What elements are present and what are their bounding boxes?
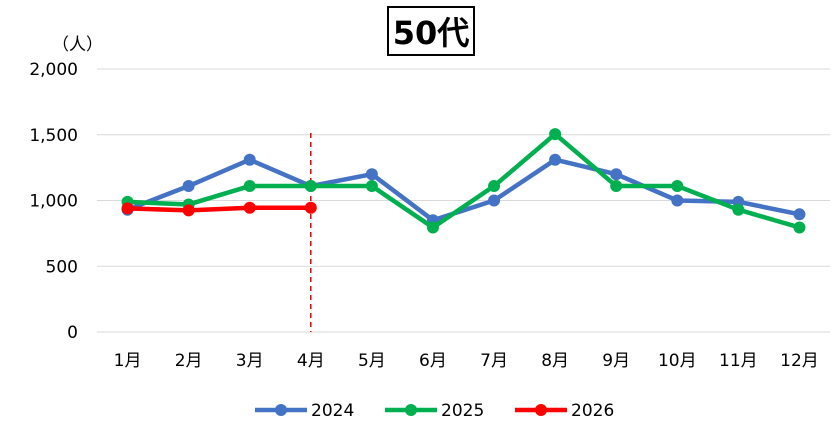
legend-marker-2025	[405, 404, 417, 416]
legend-label-2024: 2024	[311, 401, 354, 421]
x-tick-label: 6月	[419, 351, 447, 371]
data-point-2026	[121, 202, 134, 215]
x-tick-label: 4月	[297, 351, 325, 371]
data-point-2024	[793, 208, 806, 221]
x-tick-label: 3月	[236, 351, 264, 371]
data-point-2025	[304, 180, 317, 193]
x-tick-label: 12月	[780, 351, 819, 371]
data-point-2024	[671, 194, 684, 207]
series-line-2026	[127, 205, 311, 213]
data-point-2024	[610, 168, 623, 181]
x-tick-label: 7月	[480, 351, 508, 371]
data-point-2025	[732, 203, 745, 216]
data-point-2024	[182, 180, 195, 193]
y-tick-label: 0	[67, 323, 78, 343]
legend-label-2026: 2026	[571, 401, 614, 421]
data-point-2025	[365, 180, 378, 193]
y-tick-label: 1,000	[29, 192, 78, 212]
gridlines	[97, 68, 830, 333]
data-point-2025	[488, 180, 501, 193]
series-group	[121, 128, 806, 234]
data-point-2025	[671, 180, 684, 193]
data-point-2024	[549, 153, 562, 166]
data-point-2025	[610, 180, 623, 193]
y-axis-ticks: 0 500 1,000 1,500 2,000	[29, 60, 78, 343]
data-point-2026	[182, 204, 195, 217]
series-line-2024	[126, 157, 800, 223]
data-point-2025	[549, 128, 562, 141]
x-tick-label: 2月	[175, 351, 203, 371]
chart-title-text: 50代	[392, 14, 470, 52]
legend-label-2025: 2025	[441, 401, 484, 421]
y-tick-label: 1,500	[29, 126, 78, 146]
series-line-2025	[127, 131, 801, 230]
legend-marker-2026	[535, 404, 547, 416]
y-tick-label: 500	[46, 257, 78, 277]
x-tick-label: 8月	[541, 351, 569, 371]
x-tick-label: 1月	[114, 351, 142, 371]
chart-title: 50代	[387, 6, 475, 56]
data-point-2026	[243, 201, 256, 214]
data-point-2025	[793, 221, 806, 234]
y-axis-unit-label: （人）	[52, 35, 103, 55]
data-point-2024	[488, 194, 501, 207]
x-axis-ticks: 1月 2月 3月 4月 5月 6月 7月 8月 9月 10月 11月 12月	[114, 351, 819, 371]
x-tick-label: 10月	[658, 351, 697, 371]
x-tick-label: 11月	[719, 351, 758, 371]
data-point-2024	[243, 153, 256, 166]
x-tick-label: 5月	[358, 351, 386, 371]
legend: 2024 2025 2026	[255, 401, 614, 421]
data-point-2024	[365, 168, 378, 181]
data-point-2025	[243, 180, 256, 193]
x-tick-label: 9月	[602, 351, 630, 371]
y-tick-label: 2,000	[29, 60, 78, 80]
data-point-2026	[304, 201, 317, 214]
data-point-2025	[426, 221, 439, 234]
legend-marker-2024	[275, 404, 287, 416]
